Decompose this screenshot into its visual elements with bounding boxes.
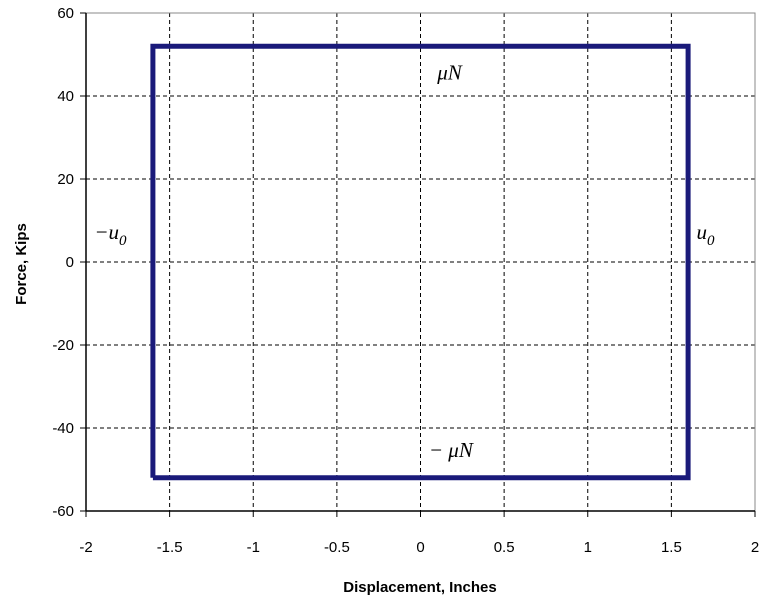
series-layer xyxy=(150,43,691,481)
y-axis-title: Force, Kips xyxy=(13,223,30,305)
annotation-neg-mu-n: − μN xyxy=(429,438,474,462)
annotation-u0: u0 xyxy=(696,220,715,249)
annotation-neg-u0: −u0 xyxy=(94,220,127,249)
y-tick-label: 20 xyxy=(57,171,74,188)
x-tick-label: -0.5 xyxy=(324,539,350,556)
y-tick-label: 0 xyxy=(66,254,74,271)
axes xyxy=(80,12,756,517)
annotation-background xyxy=(425,433,502,465)
tick-labels: -2 -1.5 -1 -0.5 0 0.5 1 1.5 2 -60 -40 -20 0 20 40 60 xyxy=(52,5,759,556)
y-tick-label: -40 xyxy=(52,420,74,437)
x-tick-label: 1.5 xyxy=(661,539,682,556)
grid-lines xyxy=(86,13,755,511)
hysteresis-loop-line xyxy=(150,43,691,481)
x-tick-label: 0.5 xyxy=(494,539,515,556)
x-tick-label: 2 xyxy=(751,539,759,556)
x-tick-label: 1 xyxy=(584,539,592,556)
x-tick-label: -1.5 xyxy=(157,539,183,556)
x-tick-label: 0 xyxy=(416,539,424,556)
y-tick-label: -20 xyxy=(52,337,74,354)
x-axis-title: Displacement, Inches xyxy=(343,579,496,596)
y-tick-label: 60 xyxy=(57,5,74,22)
y-tick-label: 40 xyxy=(57,88,74,105)
annotation-mu-n: μN xyxy=(436,60,463,84)
y-tick-label: -60 xyxy=(52,503,74,520)
annotations: μN − μN −u0 u0 xyxy=(94,60,715,465)
x-tick-label: -2 xyxy=(79,539,92,556)
x-tick-label: -1 xyxy=(247,539,260,556)
